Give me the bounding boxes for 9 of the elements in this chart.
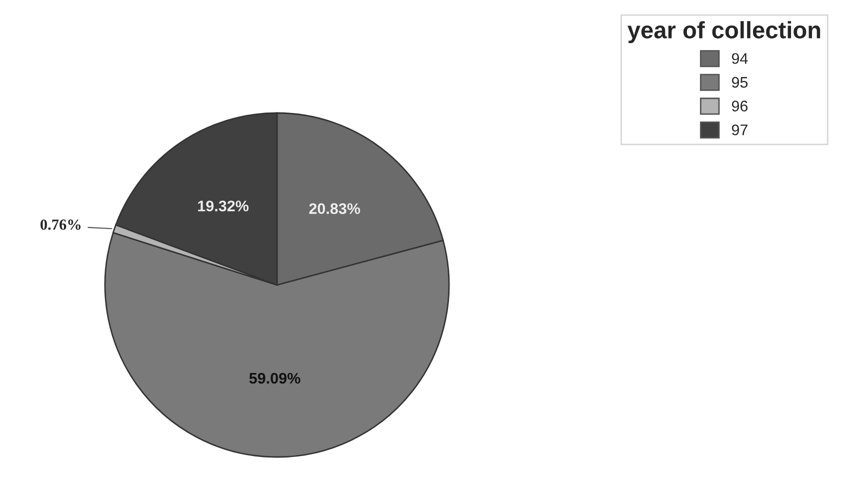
legend-label: 95 xyxy=(732,76,748,88)
data-label: 0.76% xyxy=(40,219,81,230)
data-label: 59.09% xyxy=(249,372,300,384)
legend-label: 97 xyxy=(732,124,748,136)
data-label: 20.83% xyxy=(309,203,360,214)
legend-label: 96 xyxy=(732,100,748,112)
legend-title: year of collection xyxy=(628,21,820,44)
data-label: 19.32% xyxy=(198,200,249,212)
legend-label: 94 xyxy=(732,53,748,64)
